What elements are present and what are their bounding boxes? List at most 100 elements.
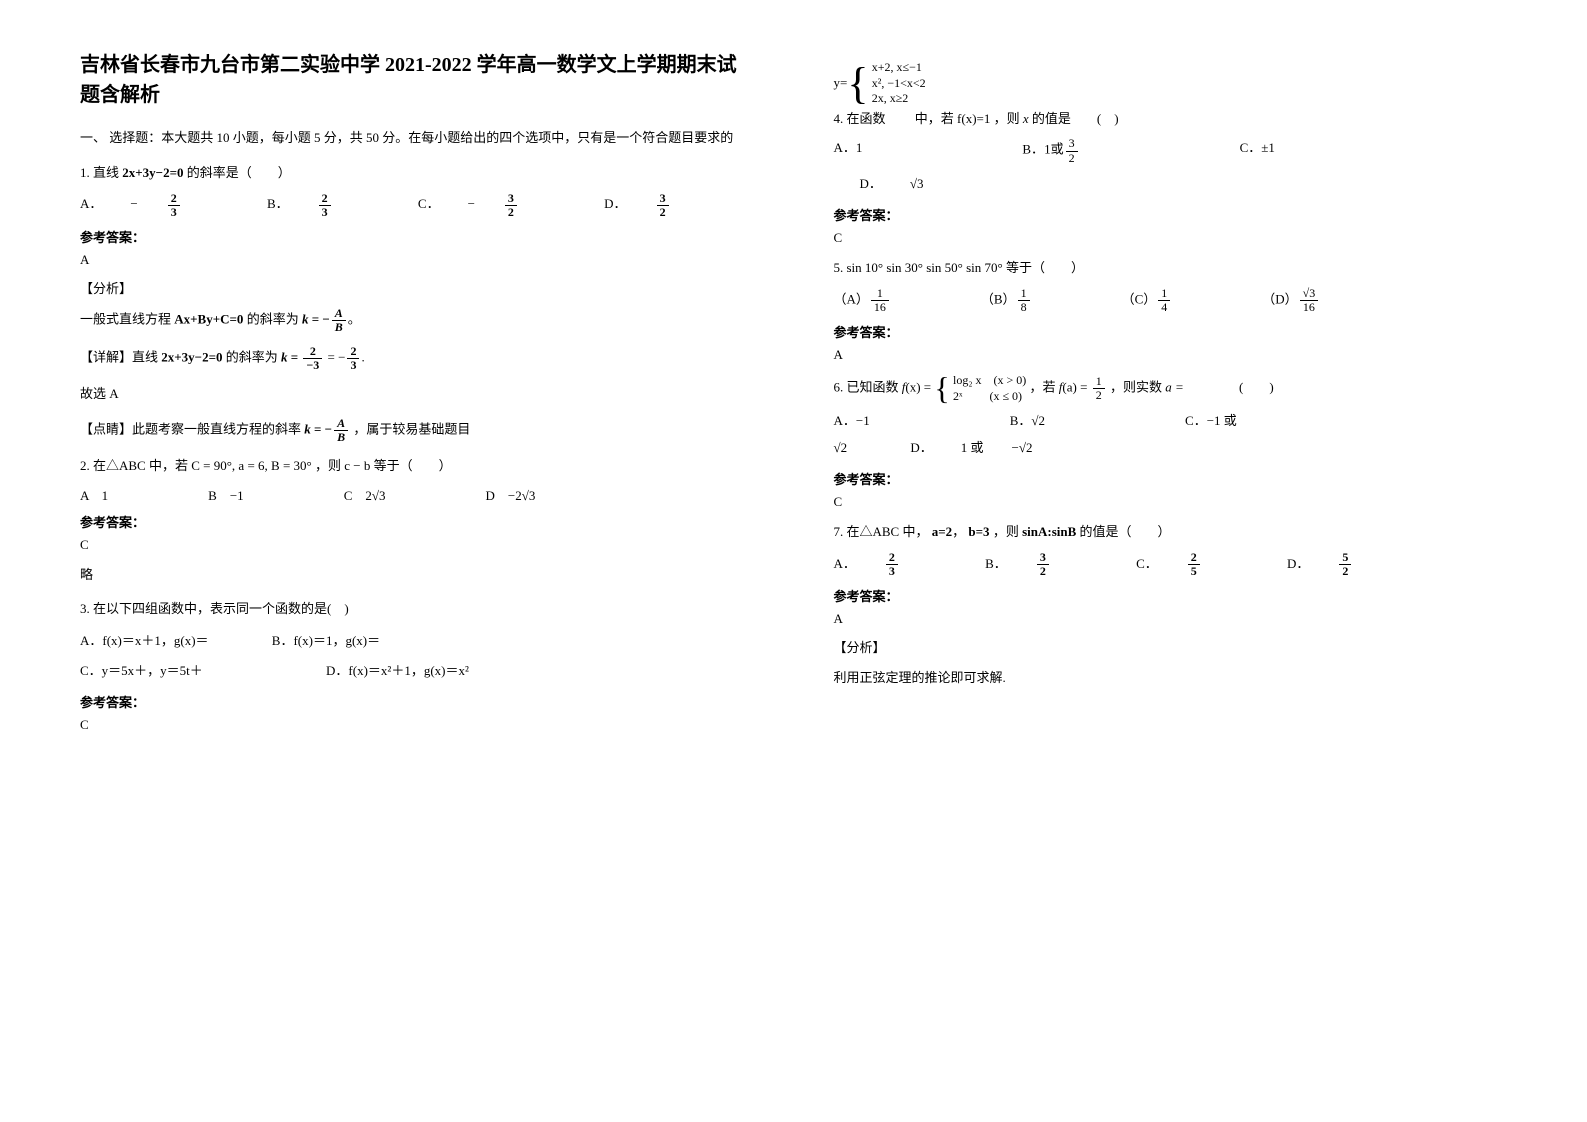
q2-stem-b: ，则 [315,458,341,473]
q4-opts-row2: D． √3 [834,171,1508,197]
q1-ans: A [80,252,754,268]
q4-lD: D． [860,176,882,191]
q7-lC: C． [1136,556,1158,571]
q4-var: x [1023,111,1029,126]
q4-piecewise: x+2, x≤−1 x², −1<x<2 2x, x≥2 [872,60,926,107]
q6-lB: B． [1010,413,1032,428]
q4-y: y= [834,75,848,90]
q6-piece: log₂ x (x > 0) 2ˣ (x ≤ 0) [953,373,1026,404]
q3-B: B．f(x)＝1，g(x)＝ [272,633,380,648]
q5-lA: （A） [834,291,869,306]
q5-lC: （C） [1122,291,1157,306]
q4-ans-label: 参考答案： [834,205,1508,224]
q6-mid: ，若 [1030,379,1056,394]
label-C: C． [418,196,440,211]
q1-ds-a: 【点睛】此题考察一般直线方程的斜率 [80,421,301,436]
q7-options: A．23 B．32 C．25 D．52 [834,551,1508,579]
q7-lA: A． [834,556,856,571]
q4-stem-d: 的值是 ( ) [1032,111,1119,126]
q6-lD: D． [910,440,932,455]
q4-fx: f(x)=1 [957,111,990,126]
q2-stem-c: 等于（ ） [374,458,452,473]
q6-Cv: √2 [834,440,848,455]
q1-ds: 【点睛】此题考察一般直线方程的斜率 k = −AB ，属于较易基础题目 [80,417,754,444]
q7-a: a=2 [932,524,952,539]
q6-ans-label: 参考答案： [834,469,1508,488]
q2-ans: C [80,537,754,553]
q7-tail: 的值是（ ） [1080,524,1171,539]
q4-Bpre: 1或 [1044,142,1064,157]
q7-fx-label: 【分析】 [834,637,1508,656]
q6-lA: A． [834,413,856,428]
q1-line1c: 的斜率为 [247,312,299,327]
label-D: D． [604,196,626,211]
q1-A-sign: − [130,196,137,211]
q4-p3: 2x, x≥2 [872,91,909,105]
q6-tail: ，则实数 [1110,379,1162,394]
q7-ratio: sinA:sinB [1022,524,1076,539]
question-4: y= { x+2, x≤−1 x², −1<x<2 2x, x≥2 4. 在函数… [834,60,1508,131]
q1-stem-b: 的斜率是（ ） [187,165,291,180]
q6-p1: log₂ x (x > 0) [953,373,1026,387]
q3-ans: C [80,717,754,733]
q7-ans-label: 参考答案： [834,586,1508,605]
brace-icon: { [847,64,868,104]
q7-lD: D． [1287,556,1309,571]
q6-Cpre: −1 或 [1207,413,1237,428]
q2-C: 2√3 [365,488,385,503]
q4-C: ±1 [1261,140,1275,155]
q3-A: A．f(x)＝x＋1，g(x)＝ [80,633,209,648]
q6-B: √2 [1031,413,1045,428]
question-7: 7. 在△ABC 中， a=2， b=3 ，则 sinA:sinB 的值是（ ） [834,520,1508,545]
q1-line1b: Ax+By+C=0 [174,312,243,327]
q2-ans-label: 参考答案： [80,512,754,531]
q3-ans-label: 参考答案： [80,692,754,711]
page-title: 吉林省长春市九台市第二实验中学 2021-2022 学年高一数学文上学期期末试题… [80,50,754,110]
q6-lC: C． [1185,413,1207,428]
q1-options: A．−23 B．23 C．−32 D．32 [80,191,754,219]
q1-C-sign: − [468,196,475,211]
question-2: 2. 在△ABC 中，若 C = 90°, a = 6, B = 30° ，则 … [80,454,754,479]
q4-lA: A． [834,140,856,155]
q4-stem-c: ，则 [994,111,1020,126]
brace-icon: { [934,374,949,403]
q1-ans-label: 参考答案： [80,227,754,246]
q4-stem-a: 4. 在函数 [834,111,886,126]
q4-A: 1 [856,140,863,155]
q1-expr: 2x+3y−2=0 [122,165,183,180]
section-heading: 一、 选择题：本大题共 10 小题，每小题 5 分，共 50 分。在每小题给出的… [80,128,754,149]
q4-stem-b: 中，若 [915,111,954,126]
q7-fx: 利用正弦定理的推论即可求解. [834,666,1508,691]
q3-row1: A．f(x)＝x＋1，g(x)＝ B．f(x)＝1，g(x)＝ [80,628,754,654]
q4-D: √3 [910,176,924,191]
q6-opts-row1: A．−1 B．√2 C．−1 或 [834,410,1508,429]
question-6: 6. 已知函数 f(x) = { log₂ x (x > 0) 2ˣ (x ≤ … [834,373,1508,404]
q3-D: D．f(x)＝x²＋1，g(x)＝x² [326,663,469,678]
q4-p2: x², −1<x<2 [872,76,926,90]
q1-ds-b: ，属于较易基础题目 [353,421,470,436]
q4-ans: C [834,230,1508,246]
label-B: B． [267,196,289,211]
q4-lB: B． [1022,142,1044,157]
q7-ans: A [834,611,1508,627]
q1-gx: 故选 A [80,382,754,407]
q2-lue: 略 [80,563,754,588]
question-5: 5. sin 10° sin 30° sin 50° sin 70° 等于（ ） [834,256,1508,281]
q7-stem-a: 7. 在△ABC 中， [834,524,929,539]
q1-jx-expr: 2x+3y−2=0 [161,349,222,364]
q5-options: （A）116 （B）18 （C）14 （D）√316 [834,287,1508,314]
q2-options: A 1 B −1 C 2√3 D −2√3 [80,485,754,504]
label-A: A． [80,196,102,211]
q1-jx-tail: 的斜率为 [226,349,278,364]
q1-line1a: 一般式直线方程 [80,312,171,327]
q3-C: C．y＝5x＋，y＝5t＋ [80,663,203,678]
q2-expr2: c − b [344,458,370,473]
q6-p2: 2ˣ (x ≤ 0) [953,389,1022,403]
q7-mid: ，则 [993,524,1019,539]
q4-p1: x+2, x≤−1 [872,60,922,74]
q2-expr: C = 90°, a = 6, B = 30° [191,458,312,473]
q6-opts-row2: √2 D．1 或−√2 [834,435,1508,461]
q6-A: −1 [856,413,870,428]
q2-B: −1 [230,488,244,503]
q5-ans: A [834,347,1508,363]
